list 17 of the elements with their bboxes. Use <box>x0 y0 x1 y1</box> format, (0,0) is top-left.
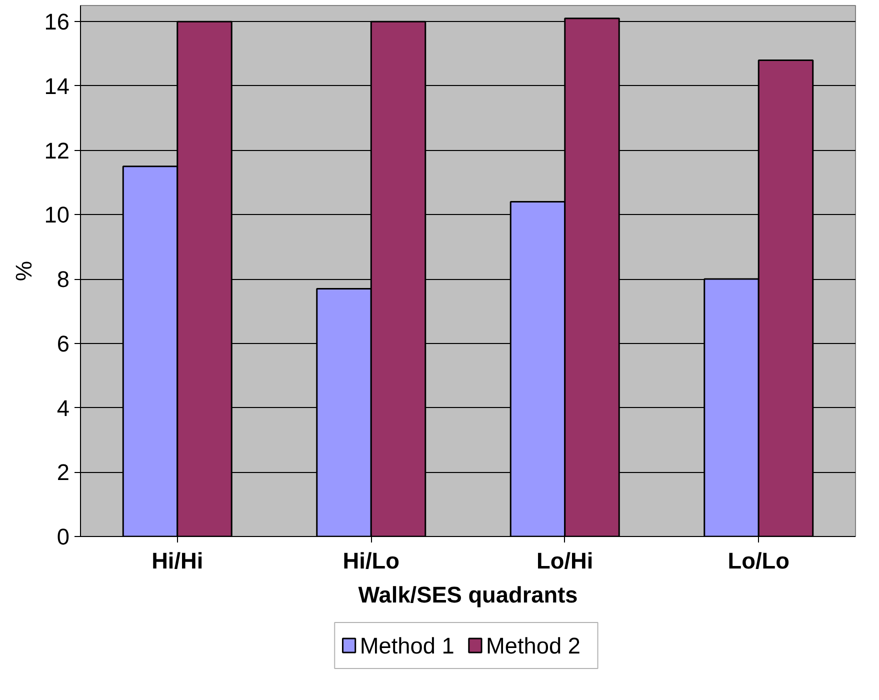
x-axis-title: Walk/SES quadrants <box>358 582 578 608</box>
x-tick-label: Hi/Lo <box>342 548 400 574</box>
y-tick-label: 12 <box>44 137 70 164</box>
x-tick-label: Lo/Lo <box>728 548 790 574</box>
legend-label: Method 1 <box>360 632 454 658</box>
legend-label: Method 2 <box>486 632 580 658</box>
y-tick-label: 8 <box>56 266 70 292</box>
y-tick-label: 14 <box>44 72 70 99</box>
y-tick-label: 4 <box>56 394 70 421</box>
x-tick-label: Lo/Hi <box>536 548 594 574</box>
y-axis-title: % <box>10 260 36 282</box>
y-tick-label: 16 <box>44 8 70 35</box>
x-tick-label: Hi/Hi <box>152 548 204 574</box>
y-tick-label: 10 <box>44 202 70 228</box>
y-tick-label: 6 <box>56 330 70 356</box>
y-tick-label: 2 <box>56 459 70 486</box>
y-tick-label: 0 <box>56 524 70 550</box>
